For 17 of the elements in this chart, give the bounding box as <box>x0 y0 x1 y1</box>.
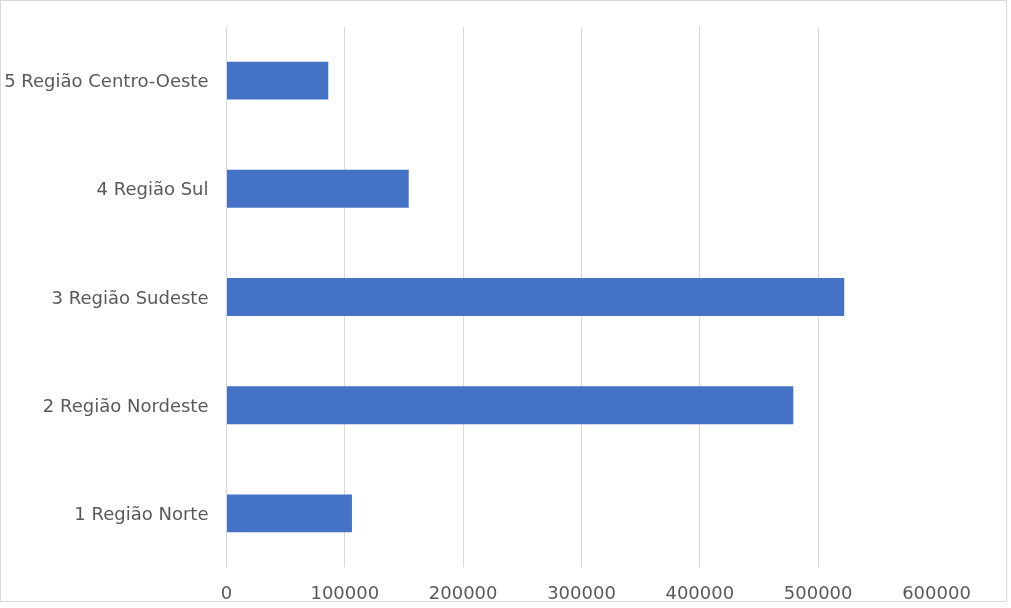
y-tick-label: 2 Região Nordeste <box>42 394 209 416</box>
y-tick-label: 4 Região Sul <box>96 178 209 200</box>
bar <box>226 61 329 100</box>
x-tick-label: 500000 <box>783 581 853 603</box>
y-tick-label: 3 Região Sudeste <box>51 286 209 308</box>
y-tick-label: 5 Região Centro-Oeste <box>4 70 209 92</box>
x-tick-label: 400000 <box>665 581 735 603</box>
bar <box>226 386 794 425</box>
x-tick-label: 0 <box>220 581 233 603</box>
x-tick-label: 200000 <box>428 581 498 603</box>
x-tick-label: 100000 <box>310 581 380 603</box>
x-tick-label: 300000 <box>547 581 616 603</box>
bar <box>226 169 409 208</box>
y-tick-label: 1 Região Norte <box>74 502 209 524</box>
bar <box>226 494 352 533</box>
x-tick-label: 600000 <box>902 581 971 603</box>
bar <box>226 278 845 316</box>
